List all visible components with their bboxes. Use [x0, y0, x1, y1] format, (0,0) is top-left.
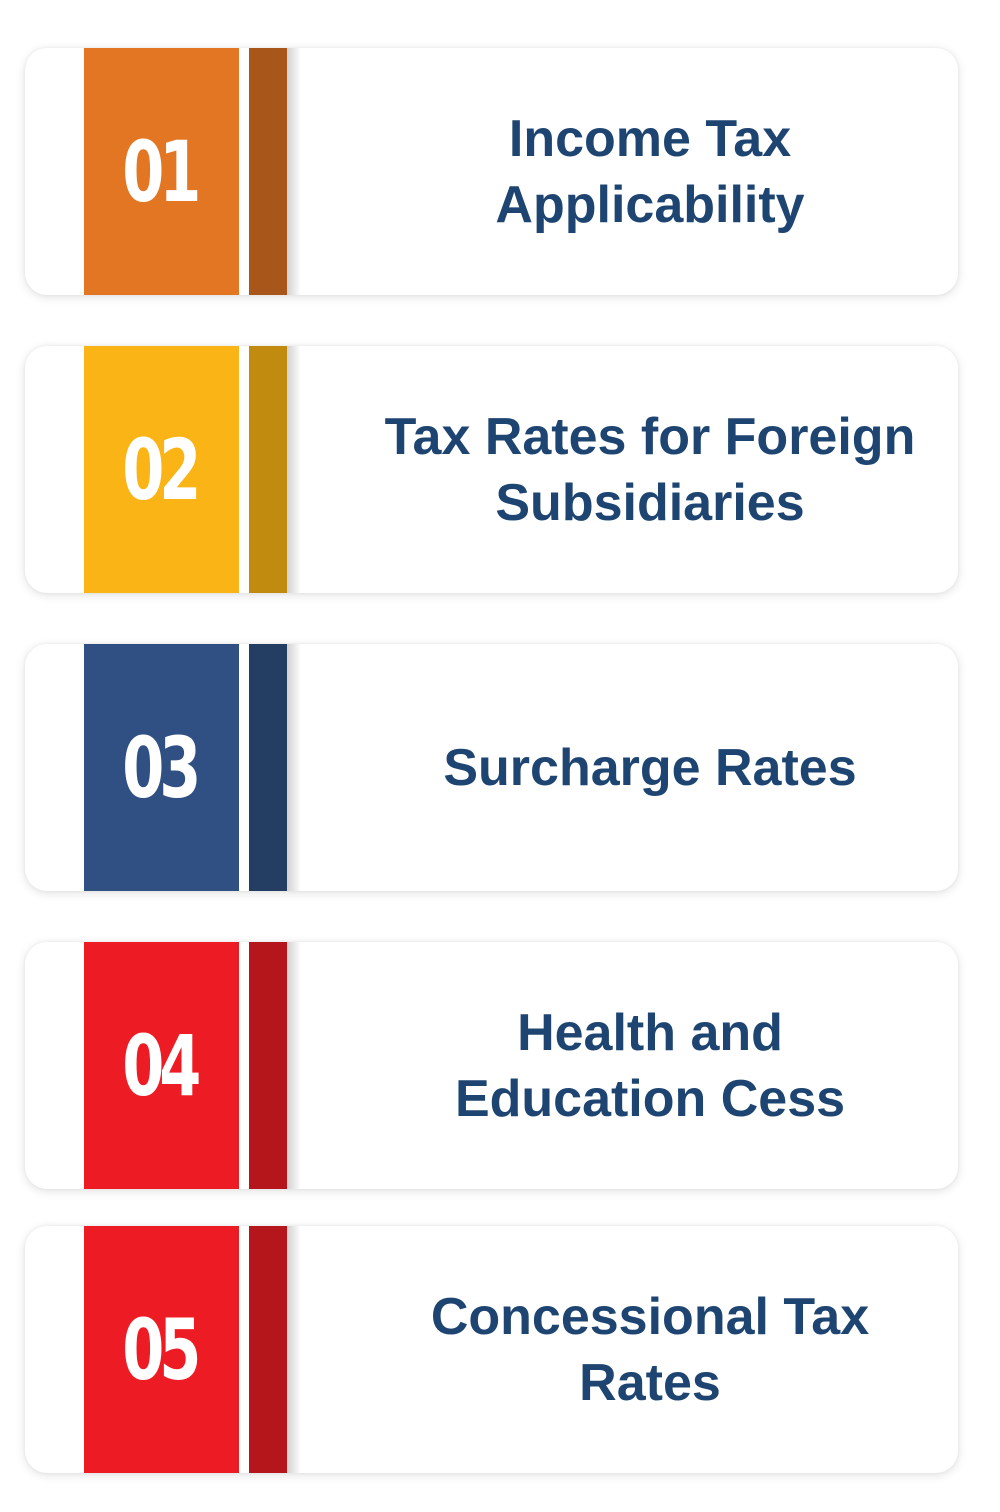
number-block: 03 [84, 644, 239, 891]
bar-shadow [287, 48, 301, 295]
bar-shadow [287, 1226, 301, 1473]
item-label: Concessional Tax Rates [430, 1287, 870, 1412]
bar-shadow [287, 346, 301, 593]
list-item-5: 05 Concessional Tax Rates [25, 1226, 958, 1473]
item-number: 05 [122, 1300, 201, 1399]
number-block: 05 [84, 1226, 239, 1473]
item-label: Income Tax Applicability [495, 109, 805, 234]
bar-shadow [287, 942, 301, 1189]
list-item-3: 03 Surcharge Rates [25, 644, 958, 891]
accent-bar [249, 48, 287, 295]
accent-bar [249, 942, 287, 1189]
accent-bar [249, 1226, 287, 1473]
item-number: 01 [122, 122, 201, 221]
item-number: 04 [122, 1016, 201, 1115]
item-label: Health and Education Cess [454, 1003, 846, 1128]
item-number: 03 [122, 718, 201, 817]
list-item-4: 04 Health and Education Cess [25, 942, 958, 1189]
item-label: Surcharge Rates [443, 738, 857, 797]
list-item-1: 01 Income Tax Applicability [25, 48, 958, 295]
accent-bar [249, 644, 287, 891]
item-label: Tax Rates for Foreign Subsidiaries [384, 407, 916, 532]
number-block: 04 [84, 942, 239, 1189]
number-block: 01 [84, 48, 239, 295]
accent-bar [249, 346, 287, 593]
item-number: 02 [122, 420, 201, 519]
list-item-2: 02 Tax Rates for Foreign Subsidiaries [25, 346, 958, 593]
number-block: 02 [84, 346, 239, 593]
bar-shadow [287, 644, 301, 891]
